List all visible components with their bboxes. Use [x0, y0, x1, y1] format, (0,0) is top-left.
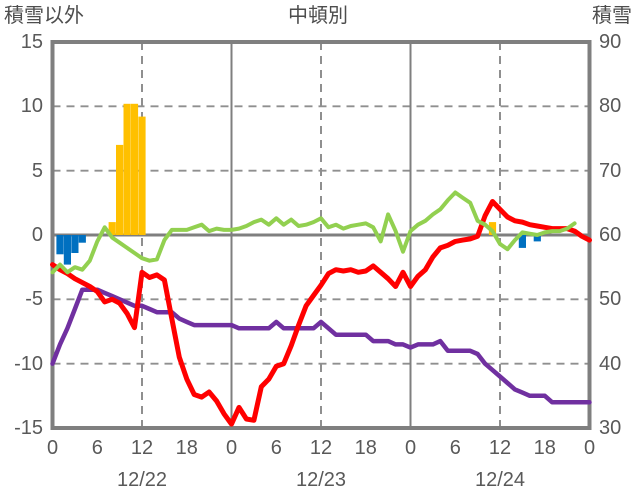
red-line: [50, 199, 592, 427]
y-left-tick-10: 10: [20, 95, 43, 118]
y-left-tick--10: -10: [14, 352, 43, 375]
y-right-tick-70: 70: [599, 159, 622, 182]
x-tick-h54: 6: [449, 437, 461, 459]
y-right-tick-50: 50: [599, 288, 622, 311]
y-left-tick-0: 0: [31, 224, 43, 246]
date-label-12-23: 12/23: [295, 469, 347, 491]
orange-bars-bar-h8: [108, 222, 116, 235]
y-left-tick--5: -5: [25, 288, 43, 311]
right-axis-title: 積雪: [592, 5, 632, 27]
orange-bars-bar-h9: [116, 144, 124, 235]
green-line: [50, 190, 577, 275]
y-right-tick-60: 60: [599, 224, 622, 246]
y-right-tick-90: 90: [599, 31, 622, 53]
y-left-tick-5: 5: [31, 159, 43, 182]
date-label-12-22: 12/22: [116, 469, 168, 491]
blue-bars-bar-h63: [518, 235, 526, 248]
y-right-tick-30: 30: [599, 417, 622, 439]
x-tick-h30: 6: [270, 437, 282, 459]
x-tick-h18: 18: [175, 437, 198, 459]
x-tick-h24: 0: [225, 437, 238, 459]
purple-line-snow-depth: [50, 287, 592, 405]
x-tick-h60: 12: [488, 437, 512, 459]
x-tick-h72: 0: [583, 437, 596, 459]
y-left-tick-15: 15: [20, 31, 43, 53]
left-axis-title: 積雪以外: [4, 5, 84, 27]
orange-bars-bar-h11: [130, 103, 139, 235]
chart-title: 中頓別: [288, 5, 348, 27]
x-tick-h36: 12: [309, 437, 333, 459]
y-right-tick-40: 40: [599, 352, 622, 375]
blue-bars-bar-h4: [78, 235, 86, 243]
x-tick-h66: 18: [533, 437, 556, 459]
blue-bars-bar-h2: [63, 235, 71, 265]
x-tick-h42: 18: [354, 437, 377, 459]
y-left-tick--15: -15: [14, 417, 43, 439]
orange-bars-bar-h10: [123, 103, 131, 235]
x-tick-h48: 0: [404, 437, 417, 459]
x-tick-h12: 12: [130, 437, 154, 459]
y-right-tick-80: 80: [599, 95, 622, 118]
blue-bars-bar-h3: [71, 235, 79, 253]
date-label-12-24: 12/24: [474, 469, 526, 491]
orange-bars-bar-h12: [138, 116, 146, 235]
x-tick-h6: 6: [91, 437, 103, 459]
blue-bars-bar-h65: [533, 235, 541, 242]
blue-bars-bar-h1: [56, 235, 64, 255]
x-tick-h0: 0: [46, 437, 59, 459]
